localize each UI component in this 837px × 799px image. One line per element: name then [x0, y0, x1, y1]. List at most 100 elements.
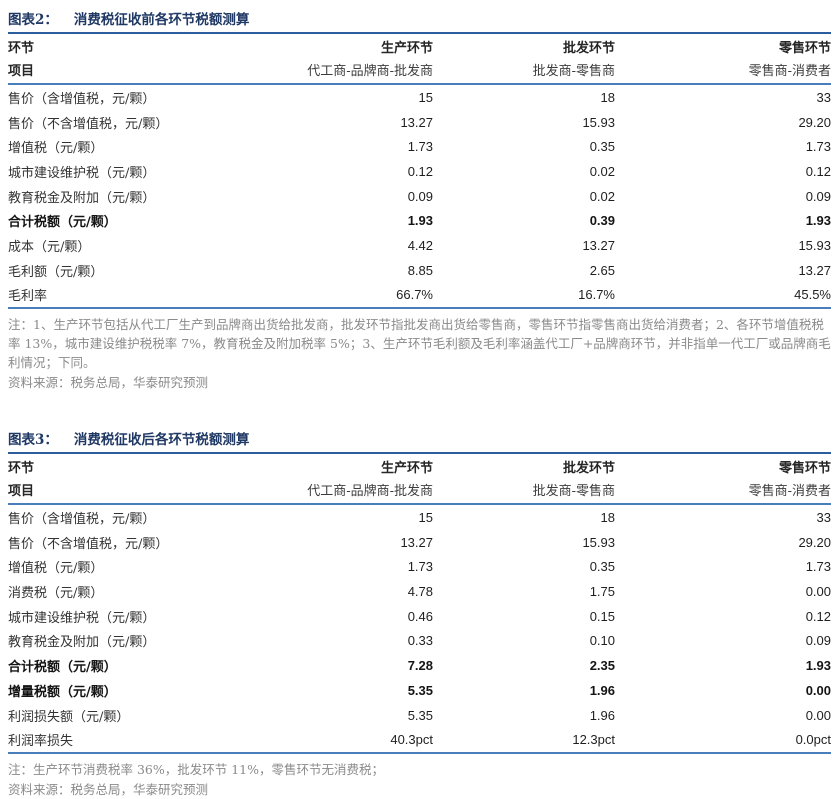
row-label: 合计税额（元/颗）	[8, 215, 117, 231]
figure-3-title-label: 图表3：	[8, 432, 58, 449]
cell-value: 15.93	[582, 534, 615, 550]
cell-value: 0.09	[407, 188, 433, 204]
row-label: 增值税（元/颗）	[8, 141, 104, 157]
cell-value: 4.42	[407, 237, 433, 253]
cell-value: 1.93	[805, 213, 831, 229]
table-row: 售价（不含增值税，元/颗） 13.27 15.93 29.20	[8, 530, 831, 555]
header-cell-production-parties: 代工商-品牌商-批发商	[307, 64, 433, 79]
cell-value: 13.27	[400, 114, 433, 130]
header-cell-huanjie: 环节	[8, 41, 35, 56]
cell-value: 0.35	[589, 559, 615, 575]
figure-3-title-text: 消费税征收后各环节税额测算	[73, 432, 250, 449]
table-row: 利润损失额（元/颗） 5.35 1.96 0.00	[8, 703, 831, 728]
table-row: 毛利率 66.7% 16.7% 45.5%	[8, 283, 831, 308]
row-label: 售价（不含增值税，元/颗）	[8, 116, 169, 132]
table-2-body: 售价（含增值税，元/颗） 15 18 33 售价（不含增值税，元/颗） 13.2…	[8, 85, 831, 310]
cell-value: 4.78	[407, 584, 433, 600]
cell-value: 1.75	[589, 584, 615, 600]
cell-value: 0.00	[805, 682, 831, 698]
cell-value: 5.35	[407, 707, 433, 723]
cell-value: 0.0pct	[795, 732, 831, 748]
table-row: 增值税（元/颗） 1.73 0.35 1.73	[8, 134, 831, 159]
cell-value: 40.3pct	[390, 732, 433, 748]
header-cell-retail-parties: 零售商-消费者	[748, 64, 831, 79]
cell-value: 0.10	[589, 633, 615, 649]
header-cell-production-stage: 生产环节	[380, 461, 433, 477]
cell-value: 1.73	[407, 559, 433, 575]
row-label: 增值税（元/颗）	[8, 561, 104, 577]
cell-value: 29.20	[798, 534, 831, 550]
cell-value: 0.00	[805, 707, 831, 723]
cell-value: 0.12	[805, 608, 831, 624]
cell-value: 1.73	[805, 559, 831, 575]
cell-value: 15	[418, 510, 433, 526]
cell-value: 0.09	[805, 188, 831, 204]
cell-value: 0.12	[805, 163, 831, 179]
table-3-body: 售价（含增值税，元/颗） 15 18 33 售价（不含增值税，元/颗） 13.2…	[8, 505, 831, 755]
figure-3-source: 资料来源：税务总局，华泰研究预测	[8, 782, 209, 798]
table-row: 售价（不含增值税，元/颗） 13.27 15.93 29.20	[8, 110, 831, 135]
cell-value: 1.93	[407, 213, 433, 229]
cell-value: 0.02	[589, 188, 615, 204]
table-2-header-row-stages: 环节 生产环节 批发环节 零售环节	[8, 35, 831, 58]
row-label: 教育税金及附加（元/颗）	[8, 635, 156, 651]
table-row: 增值税（元/颗） 1.73 0.35 1.73	[8, 555, 831, 580]
header-cell-retail-stage: 零售环节	[778, 41, 831, 56]
cell-value: 0.02	[589, 163, 615, 179]
table-row: 售价（含增值税，元/颗） 15 18 33	[8, 505, 831, 530]
row-label: 毛利额（元/颗）	[8, 264, 104, 280]
cell-value: 7.28	[407, 658, 433, 674]
table-3-header: 环节 生产环节 批发环节 零售环节 项目 代工商-品牌商-批发商 批发商-零售商…	[8, 454, 831, 506]
figure-2-title-label: 图表2：	[8, 12, 58, 28]
row-label: 教育税金及附加（元/颗）	[8, 190, 156, 206]
cell-value: 0.39	[589, 213, 615, 229]
cell-value: 66.7%	[396, 287, 433, 303]
figure-3-note: 注：生产环节消费税率 36%，批发环节 11%，零售环节无消费税；	[8, 762, 385, 778]
row-label: 售价（不含增值税，元/颗）	[8, 536, 169, 552]
cell-value: 15.93	[798, 237, 831, 253]
table-2-header-row-parties: 项目 代工商-品牌商-批发商 批发商-零售商 零售商-消费者	[8, 58, 831, 81]
figure-table-2: 图表2： 消费税征收前各环节税额测算 环节 生产环节 批发环节 零售环节 项目 …	[8, 6, 831, 392]
cell-value: 16.7%	[578, 287, 615, 303]
cell-value: 18	[600, 89, 615, 105]
cell-value: 0.33	[407, 633, 433, 649]
cell-value: 12.3pct	[572, 732, 615, 748]
cell-value: 1.73	[407, 139, 433, 155]
header-cell-production-parties: 代工商-品牌商-批发商	[307, 484, 433, 500]
table-row: 成本（元/颗） 4.42 13.27 15.93	[8, 233, 831, 258]
figure-2-title-text: 消费税征收前各环节税额测算	[73, 12, 250, 28]
header-cell-wholesale-stage: 批发环节	[562, 41, 615, 56]
cell-value: 33	[816, 510, 831, 526]
cell-value: 2.65	[589, 262, 615, 278]
row-label: 成本（元/颗）	[8, 239, 91, 255]
table-row: 教育税金及附加（元/颗） 0.09 0.02 0.09	[8, 184, 831, 209]
figure-2-title: 图表2： 消费税征收前各环节税额测算	[8, 6, 831, 34]
header-cell-retail-parties: 零售商-消费者	[748, 484, 831, 500]
row-label: 售价（含增值税，元/颗）	[8, 512, 156, 528]
cell-value: 13.27	[582, 237, 615, 253]
table-row: 售价（含增值税，元/颗） 15 18 33	[8, 85, 831, 110]
figure-table-3: 图表3： 消费税征收后各环节税额测算 环节 生产环节 批发环节 零售环节 项目 …	[8, 426, 831, 799]
cell-value: 15.93	[582, 114, 615, 130]
table-row: 城市建设维护税（元/颗） 0.12 0.02 0.12	[8, 159, 831, 184]
table-row: 毛利额（元/颗） 8.85 2.65 13.27	[8, 258, 831, 283]
header-cell-huanjie: 环节	[8, 461, 35, 477]
row-label: 毛利率	[8, 289, 48, 305]
row-label: 城市建设维护税（元/颗）	[8, 165, 156, 181]
table-row-total: 合计税额（元/颗） 7.28 2.35 1.93	[8, 653, 831, 678]
row-label: 增量税额（元/颗）	[8, 684, 117, 700]
table-row: 消费税（元/颗） 4.78 1.75 0.00	[8, 579, 831, 604]
cell-value: 18	[600, 510, 615, 526]
figure-2-note: 注：1、生产环节包括从代工厂生产到品牌商出货给批发商，批发环节指批发商出货给零售…	[8, 317, 831, 371]
table-row-total: 合计税额（元/颗） 1.93 0.39 1.93	[8, 208, 831, 233]
header-cell-xiangmu: 项目	[8, 64, 35, 79]
row-label: 消费税（元/颗）	[8, 586, 104, 602]
row-label: 合计税额（元/颗）	[8, 660, 117, 676]
row-label: 城市建设维护税（元/颗）	[8, 610, 156, 626]
table-row: 教育税金及附加（元/颗） 0.33 0.10 0.09	[8, 629, 831, 654]
cell-value: 0.46	[407, 608, 433, 624]
cell-value: 5.35	[407, 682, 433, 698]
header-cell-wholesale-parties: 批发商-零售商	[532, 64, 615, 79]
cell-value: 15	[418, 89, 433, 105]
